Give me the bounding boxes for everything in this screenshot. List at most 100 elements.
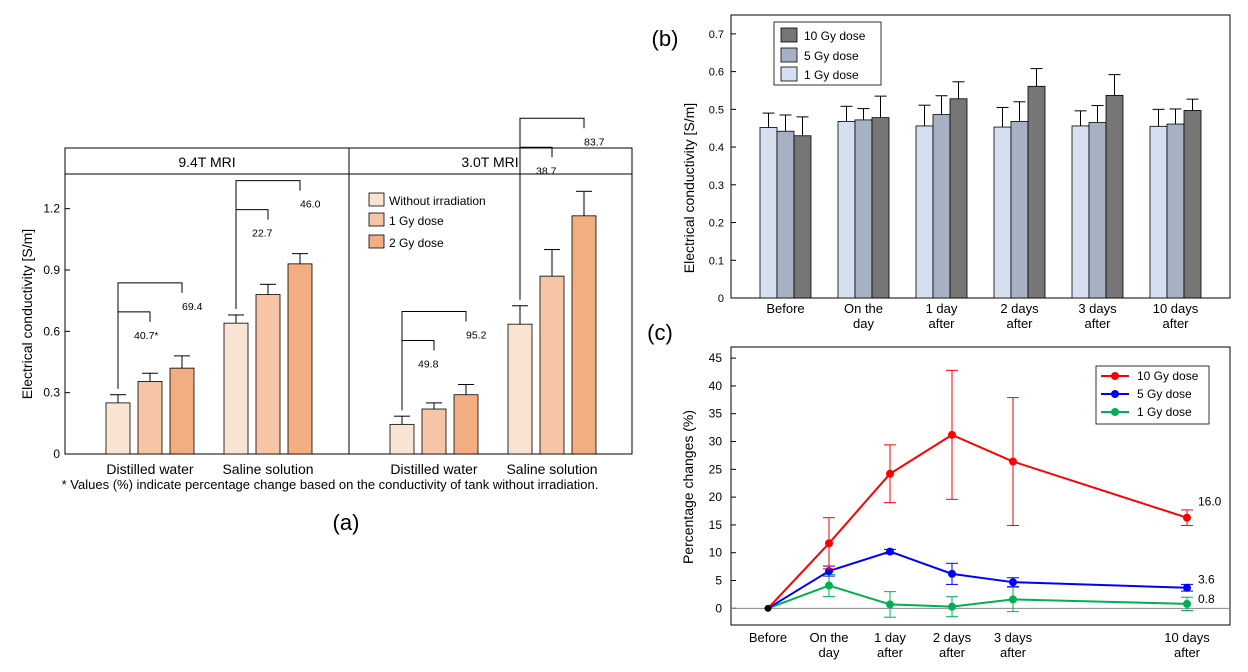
c-y-tick-label: 15 (709, 518, 723, 532)
legend-swatch-b-10gy (780, 27, 798, 43)
panel-c-y-ticks: 0 5 10 15 20 25 30 35 40 45 (709, 351, 736, 615)
bracket-label-1-1-0: 38.7 (536, 165, 557, 177)
c-y-tick-label: 35 (709, 407, 723, 421)
b-bar-3-0 (993, 126, 1012, 299)
b-x-label-2-1: after (928, 316, 955, 331)
c-x-label-4-0: 3 days (994, 630, 1033, 645)
c-point-2-3 (948, 602, 956, 611)
b-x-label-4-0: 3 days (1078, 301, 1117, 316)
c-point-2-5 (1183, 599, 1191, 608)
bracket-1-0-0 (401, 339, 435, 411)
legend-label-b-10gy: 10 Gy dose (804, 29, 866, 43)
panel-b-legend: 10 Gy dose 5 Gy dose 1 Gy dose (773, 21, 882, 86)
c-series-line-0 (767, 433, 1188, 610)
b-bar-0-1 (776, 130, 795, 299)
bracket-0-0-1 (117, 282, 183, 389)
b-bar-0-2 (793, 135, 812, 299)
b-bar-1-2 (871, 117, 890, 299)
bracket-label-0-1-0: 22.7 (252, 228, 273, 240)
c-point-1-2 (886, 547, 894, 556)
panel-a-y-axis-label: Electrical conductivity [S/m] (19, 229, 35, 399)
panel-a-label: (a) (333, 510, 360, 535)
b-bar-2-2 (949, 98, 968, 299)
bar-0-0-1 (137, 381, 163, 455)
bracket-0-0-0 (117, 311, 151, 389)
bar-1-0-0 (389, 423, 415, 455)
panel-b: (b) Electrical conductivity [S/m] 0 0.1 0.… (652, 14, 1231, 331)
legend-swatch-2gy (368, 234, 385, 249)
panel-a-brackets: 40.7* 69.4 22.7 46.0 49.8 95.2 38.7 83.7 (117, 117, 605, 411)
b-x-label-2-0: 1 day (926, 301, 958, 316)
c-y-tick-label: 10 (709, 546, 723, 560)
c-end-label-1: 3.6 (1198, 573, 1215, 587)
bracket-label-1-0-0: 49.8 (418, 358, 439, 370)
a-x-label-0-1: Saline solution (222, 461, 313, 477)
c-x-label-3-0: 2 days (933, 630, 972, 645)
legend-label-2gy: 2 Gy dose (389, 236, 444, 250)
c-point-0-2 (886, 469, 894, 478)
legend-marker-c-5gy (1111, 390, 1119, 398)
b-bar-0-0 (759, 127, 778, 299)
legend-label-b-5gy: 5 Gy dose (804, 49, 859, 63)
panel-c-legend: 10 Gy dose 5 Gy dose 1 Gy dose (1095, 365, 1210, 425)
panel-a-bars (105, 190, 597, 455)
legend-marker-c-1gy (1111, 408, 1119, 416)
panel-c-label: (c) (647, 320, 673, 345)
b-bar-1-0 (837, 121, 856, 299)
c-x-label-0-0: Before (749, 630, 787, 645)
b-x-label-3-1: after (1006, 316, 1033, 331)
c-y-tick-label: 5 (715, 574, 722, 588)
b-y-tick-label: 0.6 (709, 67, 724, 79)
legend-swatch-b-1gy (780, 66, 798, 82)
legend-marker-c-10gy (1111, 372, 1119, 380)
legend-label-without-irradiation: Without irradiation (389, 194, 486, 208)
bracket-0-1-1 (235, 180, 301, 309)
bracket-1-1-1 (519, 117, 585, 300)
c-y-tick-label: 0 (715, 601, 722, 615)
c-y-tick-label: 20 (709, 490, 723, 504)
c-point-2-2 (886, 600, 894, 609)
b-x-label-5-0: 10 days (1153, 301, 1199, 316)
c-y-tick-label: 45 (709, 351, 723, 365)
c-x-label-3-1: after (939, 645, 966, 660)
c-y-tick-label: 25 (709, 462, 723, 476)
panel-c-y-axis-label: Percentage changes (%) (680, 410, 696, 564)
bar-0-0-0 (105, 402, 131, 455)
b-bar-2-1 (932, 114, 951, 299)
b-bar-4-0 (1071, 125, 1090, 299)
b-y-tick-label: 0.5 (709, 104, 724, 116)
bracket-1-0-1 (401, 310, 467, 411)
legend-label-c-1gy: 1 Gy dose (1137, 405, 1192, 419)
c-series-line-2 (767, 584, 1188, 610)
a-x-label-1-1: Saline solution (506, 461, 597, 477)
a-y-tick-label: 0.6 (43, 324, 60, 338)
b-x-label-4-1: after (1084, 316, 1111, 331)
c-series-line-1 (767, 550, 1188, 610)
b-bar-3-1 (1010, 121, 1029, 299)
bracket-label-0-1-1: 46.0 (300, 199, 321, 211)
b-y-tick-label: 0.3 (709, 180, 724, 192)
b-x-label-5-1: after (1162, 316, 1189, 331)
c-point-2-4 (1009, 595, 1017, 604)
a-x-label-1-0: Distilled water (390, 461, 477, 477)
c-x-label-4-1: after (1000, 645, 1027, 660)
panel-b-y-ticks: 0 0.1 0.2 0.3 0.4 0.5 0.6 0.7 (709, 29, 736, 305)
legend-label-c-5gy: 5 Gy dose (1137, 387, 1192, 401)
bar-0-0-2 (169, 367, 195, 455)
bar-1-1-0 (507, 323, 533, 455)
b-x-label-3-0: 2 days (1000, 301, 1039, 316)
c-point-1-3 (948, 569, 956, 578)
b-y-tick-label: 0 (718, 293, 724, 305)
bar-1-0-1 (421, 408, 447, 455)
panel-a: 9.4T MRI 3.0T MRI Electrical conductivit… (19, 117, 633, 535)
c-y-tick-label: 40 (709, 379, 723, 393)
b-y-tick-label: 0.1 (709, 255, 724, 267)
b-y-tick-label: 0.4 (709, 142, 724, 154)
a-y-tick-label: 0.9 (43, 263, 60, 277)
bar-1-1-2 (571, 215, 597, 455)
c-x-label-5-0: 10 days (1164, 630, 1210, 645)
b-x-label-0-0: Before (766, 301, 804, 316)
c-point-2-1 (825, 581, 833, 590)
